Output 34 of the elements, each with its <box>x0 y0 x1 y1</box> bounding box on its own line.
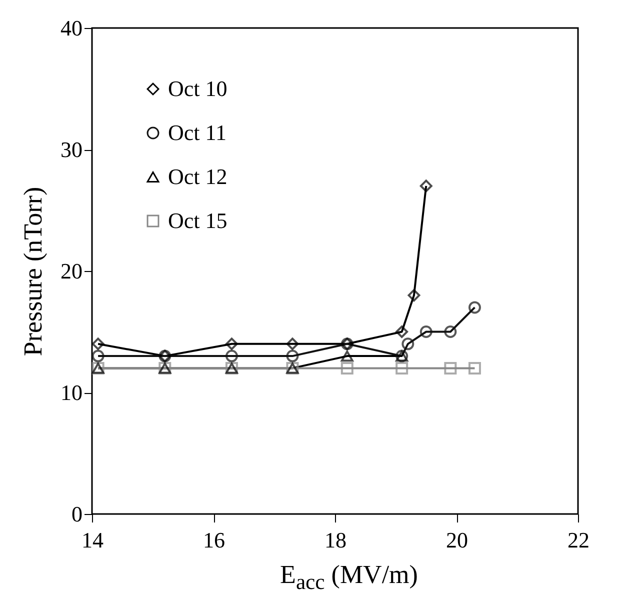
point <box>92 338 104 350</box>
point <box>444 362 457 374</box>
point <box>468 301 481 314</box>
x-tick-label: 16 <box>203 528 225 552</box>
y-axis-title: Pressure (nTorr) <box>18 186 48 356</box>
point <box>286 338 299 350</box>
y-tick-label: 20 <box>60 258 82 284</box>
point <box>92 350 104 362</box>
x-axis-title: E$_{acc}$ (MV/m) <box>279 560 419 596</box>
y-tick-label: 40 <box>60 16 82 40</box>
legend-label: Oct 11 <box>168 120 226 145</box>
legend-label: Oct 12 <box>168 164 228 189</box>
x-tick-label: 22 <box>568 528 590 552</box>
x-tick-label: 20 <box>446 528 468 552</box>
legend-label: Oct 15 <box>168 208 228 233</box>
point <box>408 289 420 302</box>
point <box>402 338 414 350</box>
point <box>340 362 354 374</box>
legend-label: Oct 10 <box>168 76 228 101</box>
point <box>286 350 299 362</box>
y-tick-label: 30 <box>60 137 82 162</box>
point <box>420 180 432 192</box>
x-tick-label: 18 <box>324 528 346 552</box>
point <box>468 362 481 374</box>
x-tick-label: 14 <box>82 528 104 552</box>
y-tick-label: 10 <box>60 380 82 405</box>
y-tick-label: 0 <box>72 502 82 526</box>
point <box>444 326 457 338</box>
point <box>420 326 432 338</box>
point <box>225 338 238 350</box>
point <box>396 326 408 338</box>
point <box>396 362 408 374</box>
point <box>340 350 354 362</box>
point <box>225 350 238 362</box>
